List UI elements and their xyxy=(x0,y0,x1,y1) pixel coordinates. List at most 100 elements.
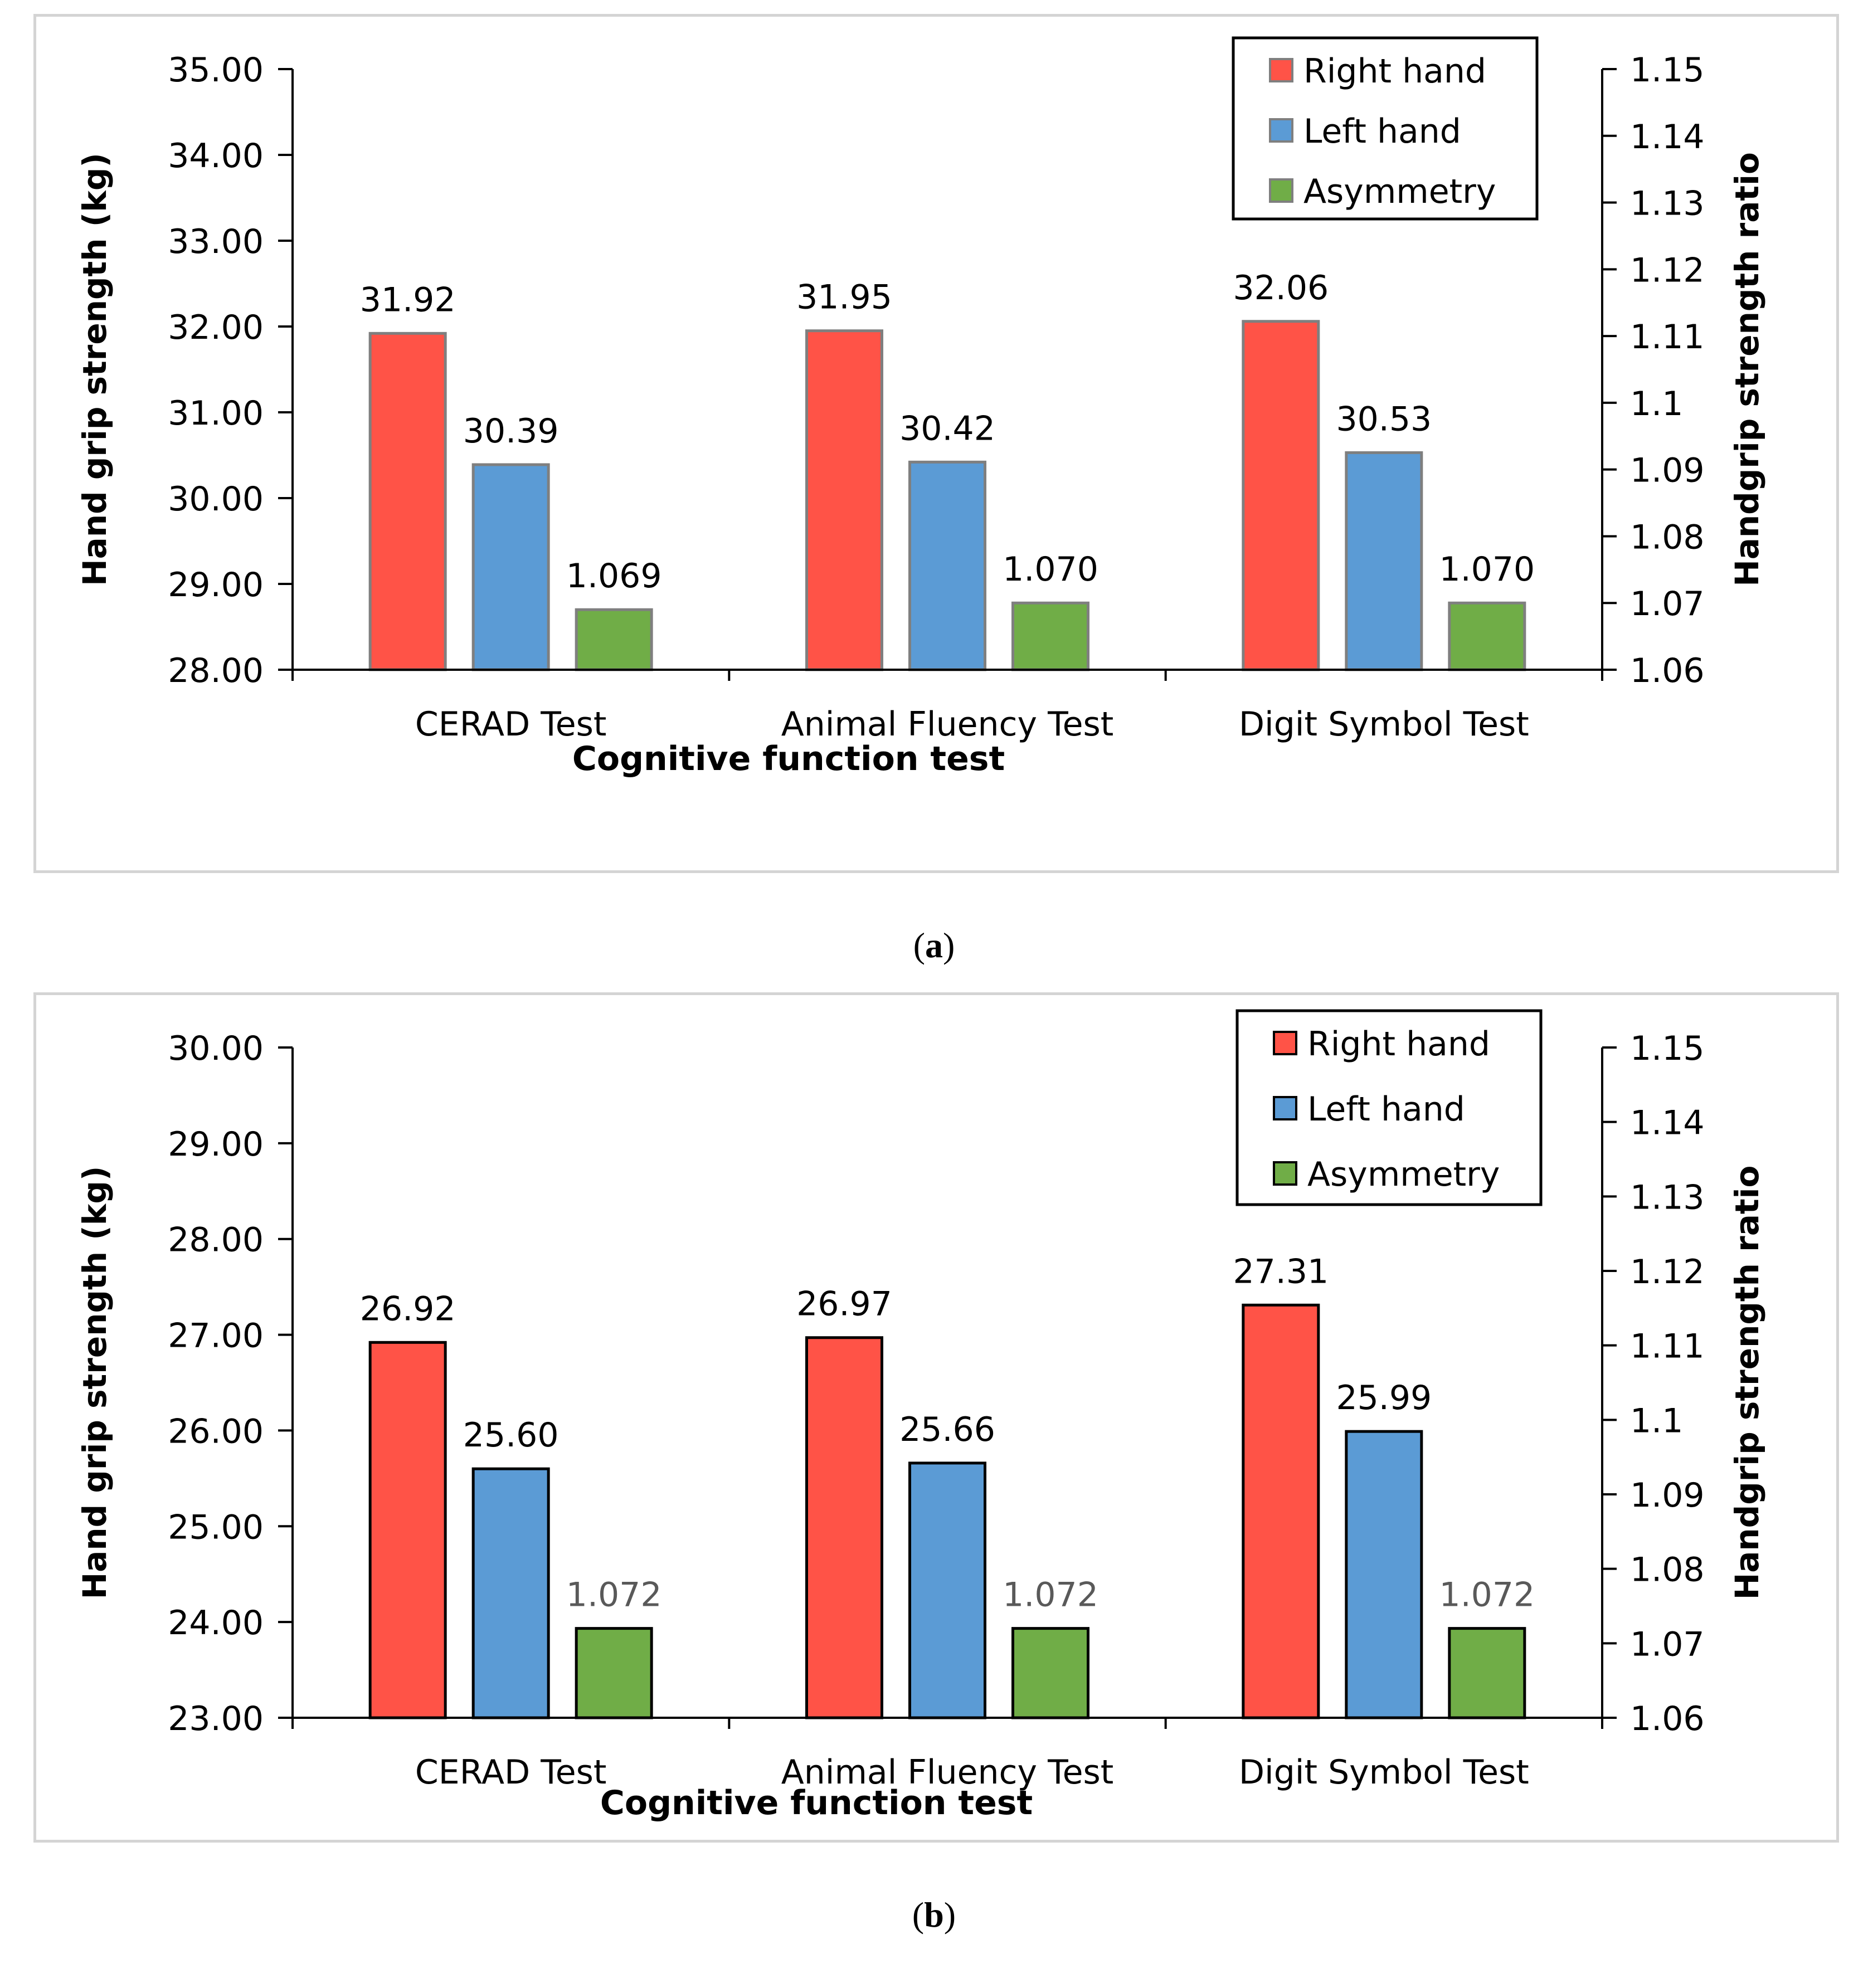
b-data-label: 27.31 xyxy=(1233,1252,1329,1291)
b-bar-right-hand xyxy=(368,1341,447,1719)
a-legend-swatch xyxy=(1269,58,1293,82)
b-left-tick-label: 24.00 xyxy=(168,1604,264,1643)
a-right-tick-label: 1.15 xyxy=(1630,51,1705,90)
a-left-tick-label: 35.00 xyxy=(168,51,264,90)
a-right-tick-label: 1.08 xyxy=(1630,518,1705,557)
a-data-label: 31.95 xyxy=(796,278,892,317)
b-bar-asymmetry xyxy=(575,1627,653,1719)
b-right-tick-label: 1.07 xyxy=(1630,1625,1705,1664)
b-data-label: 1.072 xyxy=(566,1576,662,1615)
a-legend-swatch xyxy=(1269,178,1293,203)
a-right-tick-label: 1.11 xyxy=(1630,318,1705,357)
b-bar-right-hand xyxy=(1242,1303,1320,1719)
a-legend-label: Asymmetry xyxy=(1303,172,1496,211)
a-data-label: 30.53 xyxy=(1336,399,1432,438)
b-category-label: Animal Fluency Test xyxy=(781,1753,1114,1792)
b-left-tick-label: 25.00 xyxy=(168,1508,264,1547)
b-legend-label: Asymmetry xyxy=(1307,1155,1500,1194)
b-right-tick-label: 1.15 xyxy=(1630,1029,1705,1068)
a-data-label: 32.06 xyxy=(1233,269,1329,308)
b-y2-axis-title: Handgrip strength ratio xyxy=(1728,1166,1766,1600)
b-category-label: Digit Symbol Test xyxy=(1239,1753,1529,1792)
a-y-axis-title: Hand grip strength (kg) xyxy=(76,153,114,586)
a-right-tick-label: 1.09 xyxy=(1630,451,1705,490)
b-right-tick-label: 1.09 xyxy=(1630,1476,1705,1515)
b-legend-label: Left hand xyxy=(1307,1090,1465,1129)
a-bar-right-hand xyxy=(805,329,883,671)
b-right-tick-label: 1.11 xyxy=(1630,1327,1705,1366)
b-category-label: CERAD Test xyxy=(415,1753,607,1792)
a-legend-label: Right hand xyxy=(1303,52,1486,91)
a-left-tick-label: 28.00 xyxy=(168,651,264,690)
a-bar-asymmetry xyxy=(575,608,653,671)
b-bar-right-hand xyxy=(805,1336,883,1719)
a-right-tick-label: 1.07 xyxy=(1630,584,1705,623)
a-legend-label: Left hand xyxy=(1303,112,1461,151)
a-left-tick-label: 34.00 xyxy=(168,137,264,176)
a-right-tick-label: 1.06 xyxy=(1630,651,1705,690)
chart-panel-a: 28.00 29.00 30.00 31.00 32.00 33.00 34.00 35.00… xyxy=(33,14,1839,873)
a-left-tick-label: 33.00 xyxy=(168,222,264,261)
b-legend-label: Right hand xyxy=(1307,1025,1490,1064)
b-data-label: 25.60 xyxy=(463,1416,559,1455)
a-bar-asymmetry xyxy=(1448,601,1526,671)
chart-panel-b: 23.00 24.00 25.00 26.00 27.00 28.00 29.00 30.00… xyxy=(33,992,1839,1843)
a-legend-swatch xyxy=(1269,118,1293,143)
b-bar-asymmetry xyxy=(1011,1627,1089,1719)
a-data-label: 1.070 xyxy=(1439,550,1535,589)
a-right-tick-label: 1.1 xyxy=(1630,384,1683,423)
a-category-label: Digit Symbol Test xyxy=(1239,705,1529,744)
b-x-axis-title: Cognitive function test xyxy=(600,1784,1033,1823)
b-right-tick-label: 1.1 xyxy=(1630,1401,1683,1440)
b-data-label: 1.072 xyxy=(1003,1576,1098,1615)
a-y2-axis-title: Handgrip strength ratio xyxy=(1728,152,1766,587)
b-data-label: 26.97 xyxy=(796,1285,892,1324)
a-right-tick-label: 1.12 xyxy=(1630,251,1705,290)
b-right-tick-label: 1.08 xyxy=(1630,1551,1705,1590)
a-left-tick-label: 31.00 xyxy=(168,394,264,433)
a-data-label: 31.92 xyxy=(360,280,456,319)
chart-b: 23.00 24.00 25.00 26.00 27.00 28.00 29.00 30.00… xyxy=(76,1009,1766,1823)
a-data-label: 1.069 xyxy=(566,557,662,596)
a-data-label: 30.39 xyxy=(463,412,559,451)
caption-b: (b) xyxy=(912,1895,956,1935)
b-left-tick-label: 27.00 xyxy=(168,1317,264,1356)
a-bar-right-hand xyxy=(1242,320,1320,671)
a-bar-left-hand xyxy=(908,460,986,671)
a-bar-asymmetry xyxy=(1011,601,1089,671)
a-bar-left-hand xyxy=(471,463,550,671)
a-data-label: 30.42 xyxy=(899,409,995,448)
b-legend-swatch xyxy=(1273,1096,1297,1120)
a-category-label: Animal Fluency Test xyxy=(781,705,1114,744)
b-bar-asymmetry xyxy=(1448,1627,1526,1719)
b-left-tick-label: 29.00 xyxy=(168,1125,264,1164)
a-left-tick-label: 29.00 xyxy=(168,566,264,605)
caption-a: (a) xyxy=(913,925,955,965)
a-left-tick-label: 32.00 xyxy=(168,308,264,347)
b-right-tick-label: 1.06 xyxy=(1630,1699,1705,1738)
a-left-tick-label: 30.00 xyxy=(168,480,264,519)
b-legend-swatch xyxy=(1273,1161,1297,1186)
chart-a: 28.00 29.00 30.00 31.00 32.00 33.00 34.00 35.00… xyxy=(76,36,1766,778)
b-bar-left-hand xyxy=(1345,1430,1423,1719)
b-left-tick-label: 23.00 xyxy=(168,1699,264,1738)
a-bar-right-hand xyxy=(368,332,447,671)
b-y-axis-title: Hand grip strength (kg) xyxy=(76,1166,114,1600)
b-right-tick-label: 1.13 xyxy=(1630,1178,1705,1217)
b-right-tick-label: 1.12 xyxy=(1630,1253,1705,1292)
b-bar-left-hand xyxy=(908,1461,986,1719)
a-right-tick-label: 1.13 xyxy=(1630,184,1705,223)
b-data-label: 1.072 xyxy=(1439,1576,1535,1615)
b-left-tick-label: 26.00 xyxy=(168,1412,264,1451)
b-left-tick-label: 30.00 xyxy=(168,1029,264,1068)
b-legend-swatch xyxy=(1273,1031,1297,1055)
b-left-tick-label: 28.00 xyxy=(168,1221,264,1260)
a-x-axis-title: Cognitive function test xyxy=(572,739,1005,778)
a-bar-left-hand xyxy=(1345,451,1423,671)
b-bar-left-hand xyxy=(471,1467,550,1719)
b-data-label: 25.99 xyxy=(1336,1378,1432,1417)
a-category-label: CERAD Test xyxy=(415,705,607,744)
a-data-label: 1.070 xyxy=(1003,550,1098,589)
b-data-label: 26.92 xyxy=(360,1289,456,1328)
b-right-tick-label: 1.14 xyxy=(1630,1104,1705,1143)
